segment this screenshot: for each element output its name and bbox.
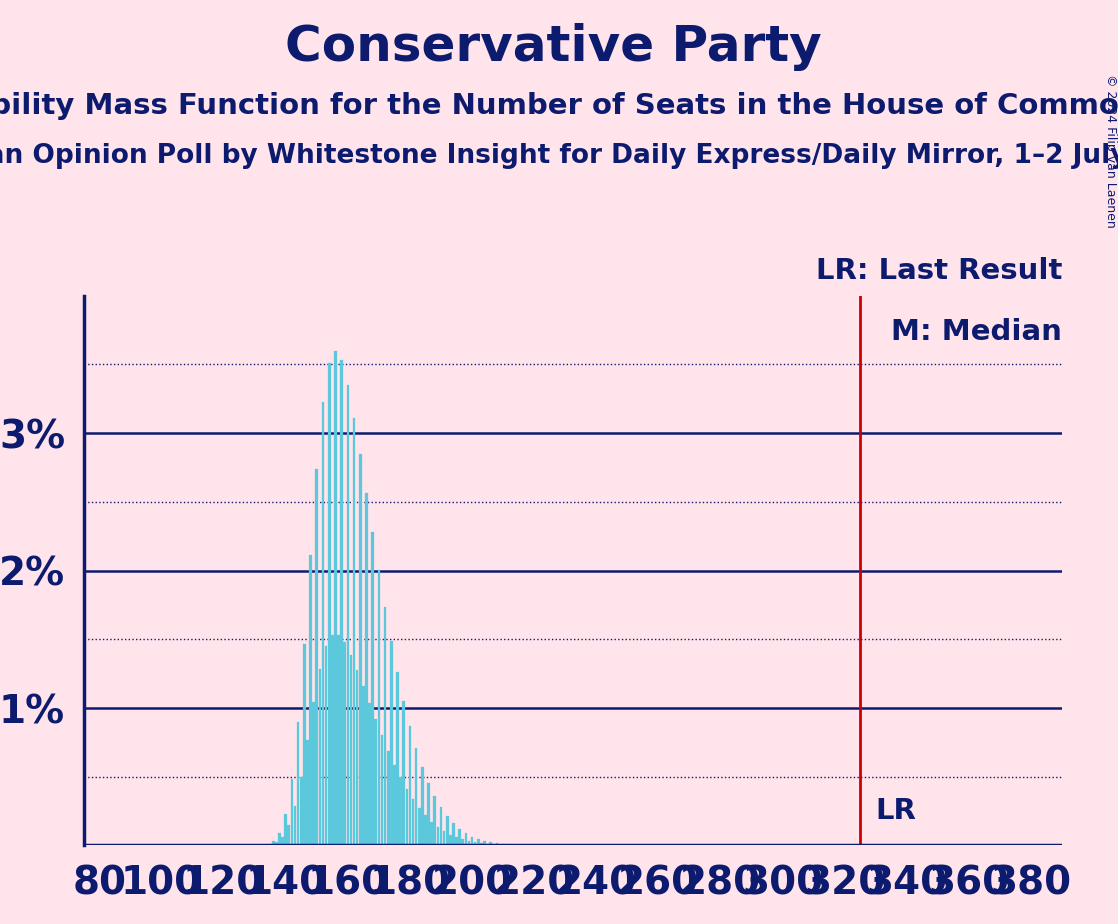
Text: Conservative Party: Conservative Party bbox=[285, 23, 822, 71]
Bar bbox=[343, 642, 347, 845]
Bar bbox=[334, 351, 337, 845]
Bar bbox=[408, 726, 411, 845]
Bar bbox=[312, 702, 315, 845]
Bar bbox=[300, 777, 303, 845]
Bar bbox=[296, 722, 300, 845]
Bar bbox=[328, 363, 331, 845]
Bar bbox=[331, 635, 333, 845]
Bar bbox=[306, 740, 309, 845]
Bar bbox=[324, 646, 328, 845]
Bar bbox=[424, 815, 427, 845]
Bar bbox=[455, 837, 458, 845]
Bar bbox=[359, 455, 361, 845]
Bar bbox=[495, 844, 499, 845]
Bar bbox=[383, 607, 387, 845]
Bar bbox=[278, 833, 281, 845]
Bar bbox=[275, 842, 277, 845]
Bar bbox=[434, 796, 436, 845]
Bar bbox=[411, 799, 415, 845]
Bar bbox=[368, 703, 371, 845]
Bar bbox=[458, 829, 461, 845]
Bar bbox=[394, 765, 396, 845]
Bar bbox=[486, 844, 489, 845]
Bar bbox=[272, 841, 275, 845]
Bar bbox=[266, 844, 268, 845]
Bar bbox=[406, 789, 408, 845]
Bar bbox=[415, 748, 417, 845]
Text: Probability Mass Function for the Number of Seats in the House of Commons: Probability Mass Function for the Number… bbox=[0, 92, 1118, 120]
Bar bbox=[362, 687, 364, 845]
Bar bbox=[402, 700, 405, 845]
Bar bbox=[427, 783, 430, 845]
Bar bbox=[322, 403, 324, 845]
Bar bbox=[352, 418, 356, 845]
Text: Based on an Opinion Poll by Whitestone Insight for Daily Express/Daily Mirror, 1: Based on an Opinion Poll by Whitestone I… bbox=[0, 143, 1118, 169]
Bar bbox=[436, 827, 439, 845]
Bar bbox=[291, 779, 293, 845]
Bar bbox=[315, 469, 319, 845]
Bar bbox=[474, 842, 476, 845]
Bar bbox=[471, 836, 473, 845]
Bar bbox=[371, 532, 375, 845]
Bar bbox=[387, 750, 389, 845]
Bar bbox=[452, 823, 455, 845]
Bar bbox=[282, 836, 284, 845]
Bar bbox=[378, 570, 380, 845]
Bar bbox=[439, 808, 443, 845]
Text: M: Median: M: Median bbox=[891, 318, 1062, 346]
Bar bbox=[356, 670, 359, 845]
Bar bbox=[319, 669, 321, 845]
Bar bbox=[303, 644, 305, 845]
Bar bbox=[502, 844, 504, 845]
Bar bbox=[399, 777, 402, 845]
Bar bbox=[390, 640, 392, 845]
Bar bbox=[477, 839, 480, 845]
Bar bbox=[421, 767, 424, 845]
Bar bbox=[430, 821, 433, 845]
Bar bbox=[449, 834, 452, 845]
Bar bbox=[310, 555, 312, 845]
Bar bbox=[483, 841, 486, 845]
Bar bbox=[340, 360, 343, 845]
Bar bbox=[294, 806, 296, 845]
Bar bbox=[375, 720, 377, 845]
Bar bbox=[443, 831, 445, 845]
Bar bbox=[480, 843, 483, 845]
Bar bbox=[284, 814, 287, 845]
Bar bbox=[380, 736, 383, 845]
Bar bbox=[366, 493, 368, 845]
Bar bbox=[446, 816, 448, 845]
Bar bbox=[418, 808, 420, 845]
Bar bbox=[396, 672, 399, 845]
Text: LR: LR bbox=[875, 796, 917, 825]
Bar bbox=[467, 841, 471, 845]
Bar bbox=[347, 384, 349, 845]
Bar bbox=[338, 635, 340, 845]
Bar bbox=[350, 655, 352, 845]
Bar bbox=[462, 839, 464, 845]
Text: LR: Last Result: LR: Last Result bbox=[816, 257, 1062, 286]
Bar bbox=[490, 843, 492, 845]
Bar bbox=[464, 833, 467, 845]
Bar bbox=[287, 825, 291, 845]
Text: © 2024 Filip van Laenen: © 2024 Filip van Laenen bbox=[1103, 74, 1117, 227]
